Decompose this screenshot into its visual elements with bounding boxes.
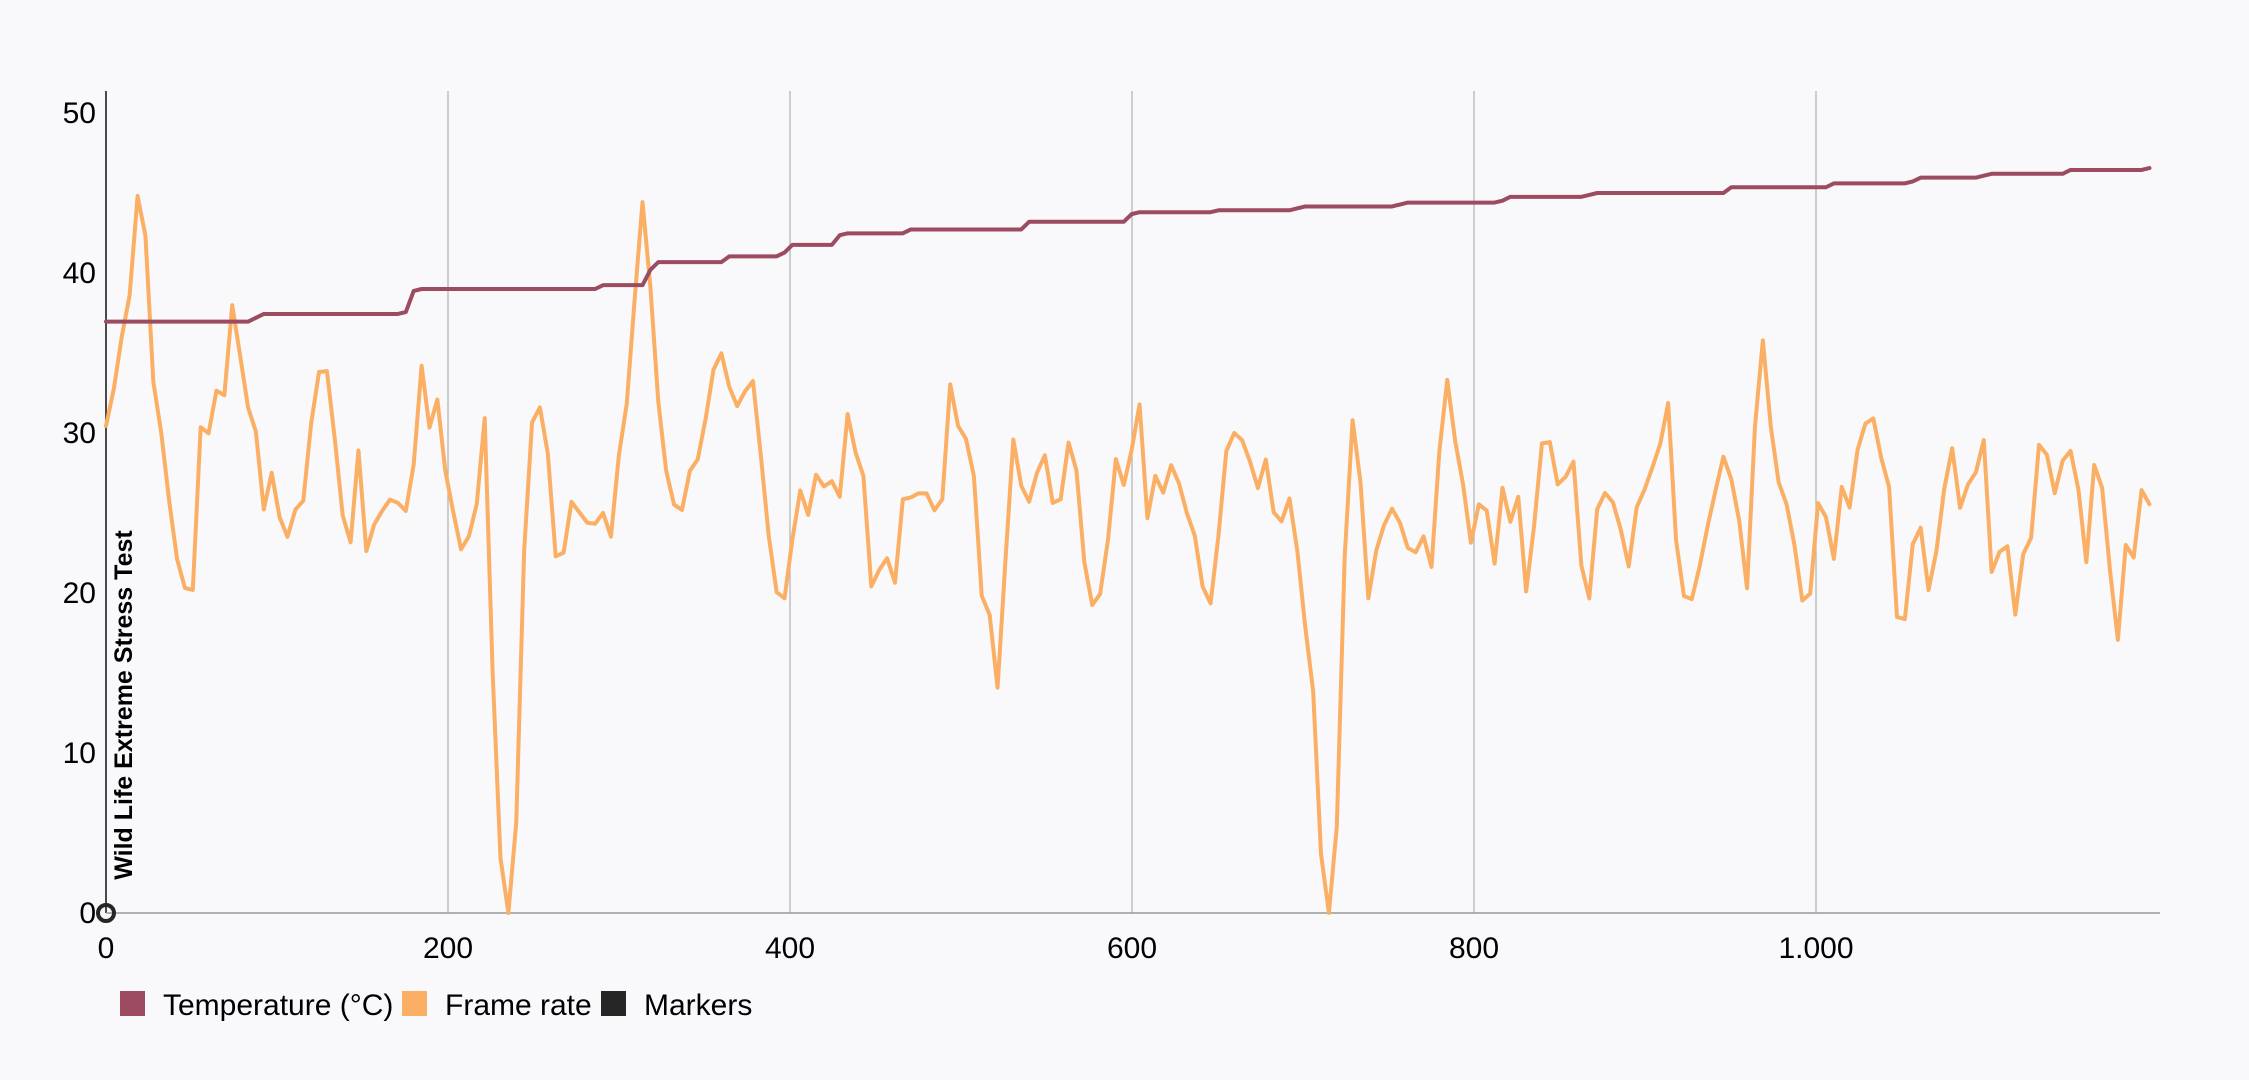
svg-text:1.000: 1.000	[1778, 932, 1853, 965]
svg-text:800: 800	[1449, 932, 1499, 965]
svg-text:40: 40	[63, 257, 96, 290]
svg-text:0: 0	[98, 932, 115, 965]
svg-text:Wild Life Extreme Stress Test: Wild Life Extreme Stress Test	[110, 530, 138, 880]
svg-text:50: 50	[63, 97, 96, 130]
svg-text:Temperature (°C): Temperature (°C)	[163, 989, 393, 1022]
svg-text:Frame rate: Frame rate	[445, 989, 592, 1022]
svg-text:600: 600	[1107, 932, 1157, 965]
svg-text:400: 400	[765, 932, 815, 965]
svg-text:30: 30	[63, 417, 96, 450]
svg-text:Markers: Markers	[644, 989, 752, 1022]
svg-text:200: 200	[423, 932, 473, 965]
svg-text:20: 20	[63, 577, 96, 610]
svg-text:0: 0	[79, 897, 96, 930]
svg-text:10: 10	[63, 737, 96, 770]
